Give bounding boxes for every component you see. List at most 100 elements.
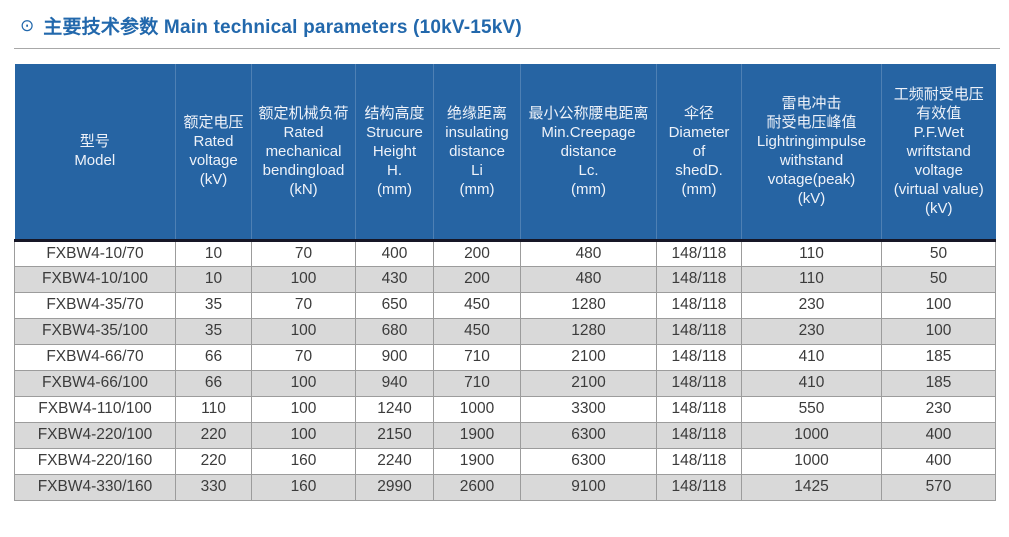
column-header-structure-height: 结构高度 Strucure Height H. (mm) <box>355 64 434 242</box>
header-line: Lightringimpulse <box>756 133 867 151</box>
cell-shed-diameter: 148/118 <box>656 265 742 293</box>
header-line: 结构高度 <box>364 104 425 122</box>
column-header-impulse-withstand: 雷电冲击 耐受电压峰值 Lightringimpulse withstand votag… <box>741 64 882 242</box>
cell-bending-load: 100 <box>251 395 356 423</box>
header-line: bendingload <box>262 161 345 179</box>
header-line: 工频耐受电压 <box>893 85 984 103</box>
cell-pf-withstand: 100 <box>881 291 996 319</box>
header-line: 绝缘距离 <box>446 104 507 122</box>
cell-shed-diameter: 148/118 <box>656 395 742 423</box>
header-line: (mm) <box>681 180 717 198</box>
cell-rated-voltage: 110 <box>175 395 252 423</box>
table-row: FXBW4-10/100 10 100 430 200 480 148/118 110 50 <box>14 265 996 293</box>
header-line: (mm) <box>377 180 412 198</box>
table-row: FXBW4-35/100 35 100 680 450 1280 148/118 230 100 <box>14 317 996 345</box>
table-row: FXBW4-10/70 10 70 400 200 480 148/118 110 50 <box>14 239 996 267</box>
cell-creepage-distance: 480 <box>520 265 657 293</box>
table-row: FXBW4-330/160 330 160 2990 2600 9100 148/118 14… <box>14 473 996 501</box>
header-row: 型号 Model 额定电压 Rated voltage (kV) 额定机械负荷 Rated me… <box>14 64 996 242</box>
header-line: of <box>692 142 706 160</box>
cell-impulse-withstand: 230 <box>741 317 882 345</box>
cell-bending-load: 70 <box>251 239 356 267</box>
table-row: FXBW4-110/100 110 100 1240 1000 3300 148/118 55… <box>14 395 996 423</box>
table-row: FXBW4-220/160 220 160 2240 1900 6300 148/118 10… <box>14 447 996 475</box>
cell-bending-load: 160 <box>251 447 356 475</box>
cell-rated-voltage: 35 <box>175 317 252 345</box>
table-header: 型号 Model 额定电压 Rated voltage (kV) 额定机械负荷 Rated me… <box>14 64 996 242</box>
header-line: mechanical <box>265 142 342 160</box>
column-header-model: 型号 Model <box>14 64 176 242</box>
header-line: shedD. <box>675 161 723 179</box>
cell-creepage-distance: 2100 <box>520 369 657 397</box>
header-line: 雷电冲击 <box>781 95 842 113</box>
header-line: Height <box>372 142 417 160</box>
header-line: Lc. <box>578 161 599 179</box>
header-line: 额定电压 <box>183 114 244 132</box>
header-line: 额定机械负荷 <box>258 104 349 122</box>
header-line: withstand <box>779 152 844 170</box>
cell-shed-diameter: 148/118 <box>656 239 742 267</box>
cell-insulating-distance: 450 <box>433 317 521 345</box>
cell-shed-diameter: 148/118 <box>656 317 742 345</box>
cell-insulating-distance: 1000 <box>433 395 521 423</box>
cell-pf-withstand: 230 <box>881 395 996 423</box>
cell-pf-withstand: 185 <box>881 369 996 397</box>
model-cell: FXBW4-110/100 <box>14 395 176 423</box>
header-line: 耐受电压峰值 <box>766 114 857 132</box>
cell-creepage-distance: 480 <box>520 239 657 267</box>
header-line: 伞径 <box>683 104 714 122</box>
cell-bending-load: 100 <box>251 369 356 397</box>
header-line: voltage <box>914 161 963 179</box>
cell-bending-load: 100 <box>251 317 356 345</box>
table-row: FXBW4-66/70 66 70 900 710 2100 148/118 410 185 <box>14 343 996 371</box>
cell-pf-withstand: 400 <box>881 421 996 449</box>
cell-impulse-withstand: 410 <box>741 343 882 371</box>
header-line: (mm) <box>571 180 606 198</box>
cell-shed-diameter: 148/118 <box>656 447 742 475</box>
cell-pf-withstand: 100 <box>881 317 996 345</box>
header-line: (kN) <box>289 180 318 198</box>
header-line: Min.Creepage <box>541 123 636 141</box>
header-line: (kV) <box>797 190 826 208</box>
cell-rated-voltage: 10 <box>175 239 252 267</box>
cell-structure-height: 650 <box>355 291 434 319</box>
cell-pf-withstand: 185 <box>881 343 996 371</box>
model-cell: FXBW4-220/100 <box>14 421 176 449</box>
cell-insulating-distance: 200 <box>433 239 521 267</box>
header-line: (mm) <box>459 180 495 198</box>
cell-shed-diameter: 148/118 <box>656 291 742 319</box>
parameters-table: 型号 Model 额定电压 Rated voltage (kV) 额定机械负荷 Rated me… <box>14 64 996 501</box>
column-header-shed-diameter: 伞径 Diameter of shedD. (mm) <box>656 64 742 242</box>
table-row: FXBW4-35/70 35 70 650 450 1280 148/118 230 100 <box>14 291 996 319</box>
cell-impulse-withstand: 410 <box>741 369 882 397</box>
cell-structure-height: 940 <box>355 369 434 397</box>
model-cell: FXBW4-220/160 <box>14 447 176 475</box>
header-line: H. <box>387 161 402 179</box>
table-row: FXBW4-66/100 66 100 940 710 2100 148/118 410 185 <box>14 369 996 397</box>
cell-pf-withstand: 50 <box>881 239 996 267</box>
header-line: 有效值 <box>916 104 962 122</box>
cell-impulse-withstand: 1000 <box>741 447 882 475</box>
cell-bending-load: 70 <box>251 291 356 319</box>
header-line: distance <box>560 142 617 160</box>
cell-creepage-distance: 1280 <box>520 317 657 345</box>
header-line: 型号 <box>79 133 110 151</box>
column-header-insulating-distance: 绝缘距离 insulating distance Li (mm) <box>433 64 521 242</box>
cell-insulating-distance: 2600 <box>433 473 521 501</box>
header-line: votage(peak) <box>767 171 856 189</box>
header-line: wriftstand <box>906 142 971 160</box>
cell-structure-height: 1240 <box>355 395 434 423</box>
header-line: 最小公称腰电距离 <box>528 104 649 122</box>
cell-rated-voltage: 35 <box>175 291 252 319</box>
header-line: (virtual value) <box>893 180 984 198</box>
cell-insulating-distance: 200 <box>433 265 521 293</box>
table-row: FXBW4-220/100 220 100 2150 1900 6300 148/118 10… <box>14 421 996 449</box>
header-line: voltage <box>189 152 238 170</box>
header-line: Rated <box>193 133 234 151</box>
cell-structure-height: 2240 <box>355 447 434 475</box>
cell-impulse-withstand: 1000 <box>741 421 882 449</box>
cell-pf-withstand: 570 <box>881 473 996 501</box>
cell-creepage-distance: 3300 <box>520 395 657 423</box>
cell-bending-load: 100 <box>251 421 356 449</box>
cell-bending-load: 70 <box>251 343 356 371</box>
